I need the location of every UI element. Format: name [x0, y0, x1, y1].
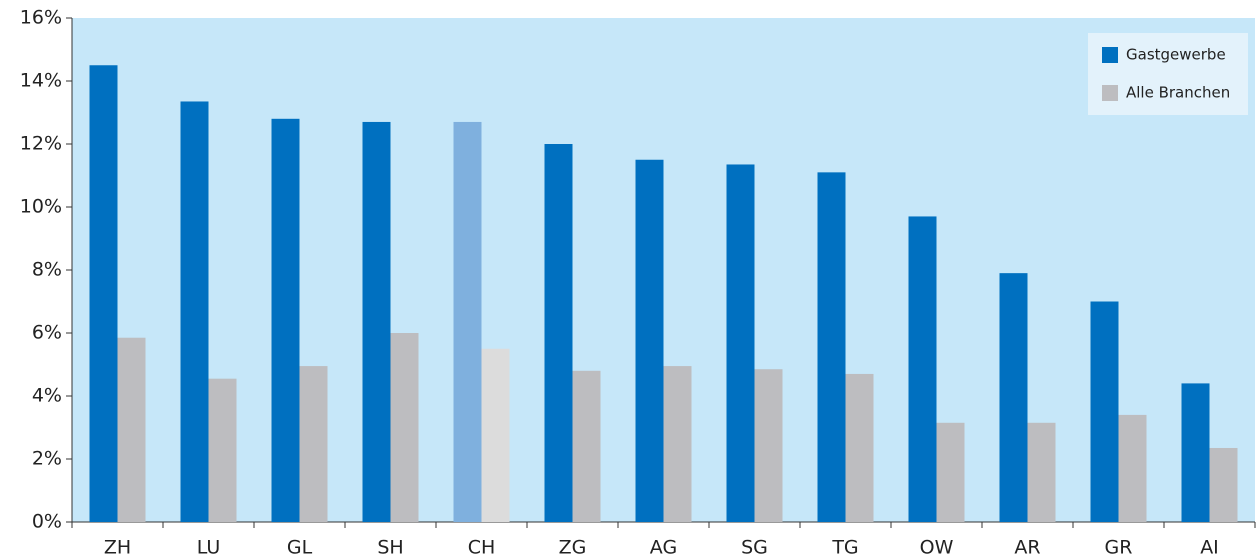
bar — [544, 144, 573, 522]
bar — [635, 159, 664, 522]
bar — [1181, 383, 1210, 522]
x-tick-label: SH — [377, 537, 403, 559]
bar — [180, 101, 209, 522]
bar — [1118, 414, 1147, 522]
x-tick-label: AI — [1200, 537, 1219, 559]
bar — [1209, 447, 1238, 522]
x-tick-label: GR — [1105, 537, 1133, 559]
bar — [663, 366, 692, 522]
bar — [453, 121, 482, 522]
bar — [754, 369, 783, 522]
x-tick-label: AG — [650, 537, 677, 559]
legend-label: Gastgewerbe — [1126, 46, 1226, 64]
y-tick-label: 14% — [20, 70, 62, 92]
x-tick-label: SG — [741, 537, 768, 559]
x-tick-label: CH — [468, 537, 496, 559]
bar — [89, 65, 118, 522]
bar — [271, 118, 300, 523]
bar — [908, 216, 937, 522]
bar — [1090, 301, 1119, 522]
x-tick-label: AR — [1014, 537, 1040, 559]
x-tick-label: ZG — [559, 537, 587, 559]
bar — [208, 378, 237, 522]
bar — [390, 333, 419, 522]
x-tick-label: LU — [197, 537, 221, 559]
legend-swatch — [1102, 85, 1118, 101]
bar — [845, 373, 874, 522]
y-tick-label: 4% — [32, 385, 62, 407]
legend-label: Alle Branchen — [1126, 84, 1230, 102]
bar — [117, 337, 146, 522]
bar — [1027, 422, 1056, 522]
y-tick-label: 10% — [20, 196, 62, 218]
bar — [481, 348, 510, 522]
bar — [726, 164, 755, 522]
bar — [936, 422, 965, 522]
x-tick-label: TG — [831, 537, 858, 559]
bar — [362, 121, 391, 522]
y-tick-label: 6% — [32, 322, 62, 344]
bar — [817, 172, 846, 522]
y-tick-label: 0% — [32, 511, 62, 533]
x-tick-label: ZH — [104, 537, 131, 559]
legend-box — [1088, 33, 1248, 115]
y-tick-label: 2% — [32, 448, 62, 470]
x-tick-label: OW — [920, 537, 954, 559]
bar — [299, 366, 328, 522]
x-tick-label: GL — [287, 537, 313, 559]
legend-swatch — [1102, 47, 1118, 63]
y-tick-label: 16% — [20, 7, 62, 29]
bar — [999, 273, 1028, 522]
y-tick-label: 8% — [32, 259, 62, 281]
bar — [572, 370, 601, 522]
y-tick-label: 12% — [20, 133, 62, 155]
